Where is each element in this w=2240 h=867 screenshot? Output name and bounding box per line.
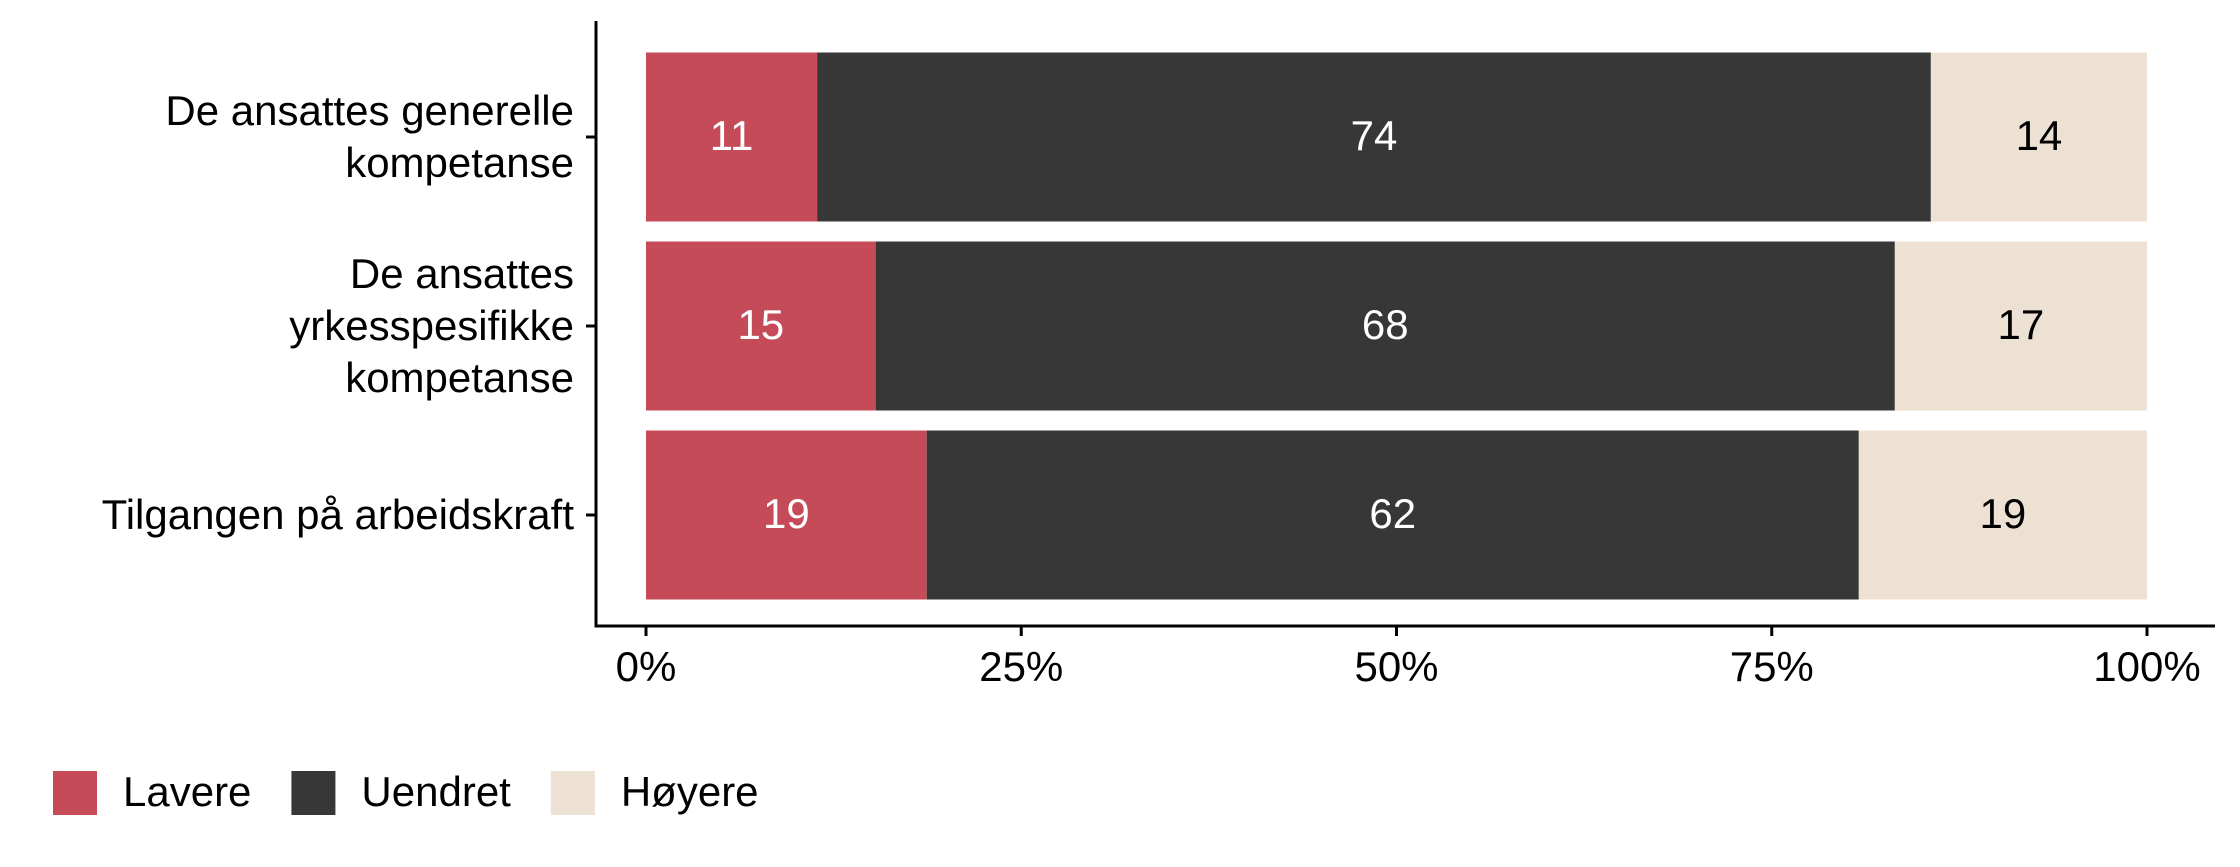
legend-label: Høyere	[621, 768, 759, 815]
x-tick-label: 100%	[2093, 643, 2200, 690]
data-label: 15	[737, 301, 784, 348]
data-label: 62	[1369, 490, 1416, 537]
bar-segment	[1858, 430, 2147, 600]
bar-segment	[926, 430, 1859, 600]
x-tick-label: 50%	[1354, 643, 1438, 690]
bar-segment	[646, 52, 818, 222]
legend-label: Lavere	[123, 768, 251, 815]
data-label: 17	[1998, 301, 2045, 348]
legend-label: Uendret	[361, 768, 511, 815]
bar-segment	[1894, 241, 2147, 411]
bar-segment	[1930, 52, 2147, 222]
data-label: 74	[1351, 112, 1398, 159]
legend-swatch	[291, 771, 336, 815]
data-label: 68	[1362, 301, 1409, 348]
y-tick-label: De ansattes yrkesspesifikke kompetanse	[289, 250, 574, 401]
bar-segment	[875, 241, 1895, 411]
x-tick-label: 25%	[979, 643, 1063, 690]
x-tick-label: 0%	[616, 643, 677, 690]
data-label: 11	[710, 112, 754, 159]
bar-segment	[646, 430, 927, 600]
y-tick-label: Tilgangen på arbeidskraft	[101, 491, 574, 538]
data-label: 19	[763, 490, 810, 537]
y-tick-label: De ansattes generelle kompetanse	[165, 87, 574, 186]
data-label: 19	[1980, 490, 2027, 537]
bar-segment	[817, 52, 1931, 222]
x-tick-label: 75%	[1730, 643, 1814, 690]
legend-swatch	[53, 771, 97, 815]
data-label: 14	[2016, 112, 2063, 159]
bar-segment	[646, 241, 876, 411]
legend-swatch	[550, 771, 595, 815]
